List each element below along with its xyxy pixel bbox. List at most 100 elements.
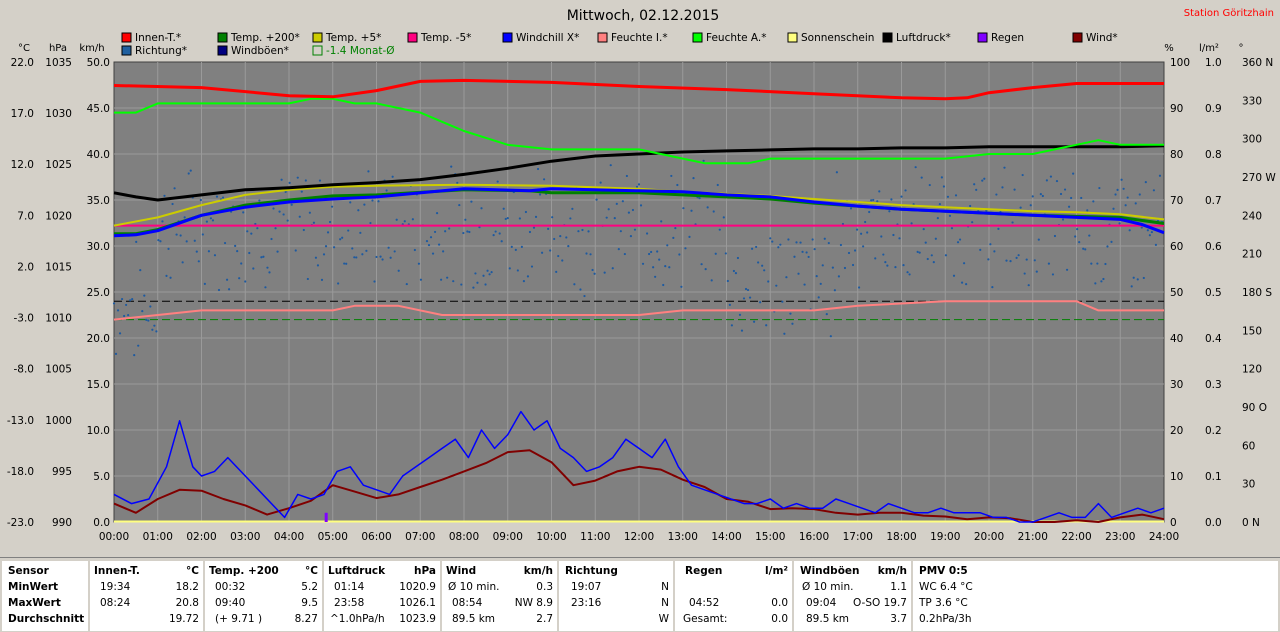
direction-point (284, 190, 287, 193)
direction-point (171, 202, 174, 206)
direction-point (857, 286, 861, 289)
direction-point (890, 198, 893, 201)
direction-point (437, 243, 441, 246)
direction-point (579, 288, 582, 291)
direction-point (411, 218, 414, 221)
direction-point (1112, 207, 1115, 210)
direction-point (793, 255, 796, 258)
direction-point (730, 324, 733, 327)
direction-point (989, 243, 992, 246)
direction-point (726, 279, 729, 283)
direction-point (938, 202, 941, 206)
direction-point (343, 262, 346, 265)
direction-point (680, 285, 683, 288)
pressure-tick-label: 990 (52, 517, 72, 529)
direction-point (1128, 229, 1131, 232)
direction-point (494, 230, 497, 233)
series-lines (113, 78, 1165, 523)
direction-point (607, 208, 610, 211)
direction-point (1088, 234, 1091, 237)
direction-point (476, 281, 479, 284)
direction-point (278, 210, 281, 213)
direction-point (821, 264, 824, 267)
direction-point (781, 300, 784, 303)
direction-point (962, 262, 966, 265)
direction-tick-label: 0 N (1242, 517, 1260, 529)
direction-point (300, 190, 303, 193)
direction-point (948, 214, 952, 217)
x-tick-label: 22:00 (1061, 531, 1091, 543)
direction-point (658, 258, 661, 261)
direction-point (761, 264, 764, 267)
wind-tick-label: 0.0 (93, 517, 110, 529)
direction-point (609, 164, 612, 167)
temp-tick-label: -18.0 (7, 466, 34, 478)
direction-point (1110, 240, 1113, 244)
wind-tick-label: 50.0 (87, 57, 110, 69)
direction-point (223, 241, 227, 245)
direction-point (328, 220, 332, 224)
stats-luftdruck: Luftdruck hPa 01:14 1020.9 23:58 1026.1 ^1.… (324, 561, 440, 631)
direction-point (553, 237, 556, 241)
direction-point (375, 255, 378, 259)
legend-entry: Temp. -5* (420, 32, 471, 44)
direction-point (1138, 193, 1141, 196)
direction-point (1148, 234, 1151, 237)
direction-point (902, 264, 905, 267)
x-tick-label: 18:00 (886, 531, 916, 543)
legend-swatch (1072, 32, 1083, 43)
direction-point (799, 241, 802, 244)
direction-point (839, 243, 843, 247)
direction-point (373, 280, 376, 283)
direction-point (864, 220, 867, 224)
direction-point (351, 247, 354, 250)
direction-point (827, 241, 830, 245)
direction-point (1015, 256, 1018, 259)
direction-point (403, 220, 406, 223)
humidity-tick-label: 90 (1170, 103, 1183, 115)
direction-point (274, 227, 277, 230)
wind-tick-label: 35.0 (87, 195, 110, 207)
x-tick-label: 16:00 (799, 531, 829, 543)
rain-tick-label: 0.3 (1205, 379, 1222, 391)
direction-point (1076, 228, 1079, 231)
direction-point (670, 174, 673, 178)
legend-swatch (312, 32, 323, 43)
direction-point (1084, 248, 1087, 251)
direction-point (488, 273, 491, 276)
direction-point (682, 207, 685, 210)
direction-point (1045, 179, 1048, 182)
wind-avg-val: 2.7 (536, 613, 553, 625)
direction-point (569, 217, 572, 220)
direction-point (704, 268, 707, 271)
direction-point (524, 210, 528, 214)
direction-point (1106, 245, 1109, 248)
chart-area: Mittwoch, 02.12.2015 Station Göritzhain … (6, 8, 1277, 543)
legend-entry: Temp. +200* (230, 32, 300, 44)
legend-swatch (217, 45, 228, 56)
direction-point (692, 177, 695, 180)
direction-point (187, 172, 190, 175)
direction-point (973, 183, 976, 186)
unit-temp: °C (18, 43, 30, 54)
direction-point (248, 251, 251, 255)
direction-point (894, 266, 897, 269)
direction-point (387, 246, 390, 249)
direction-point (971, 221, 974, 224)
direction-point (958, 238, 962, 241)
direction-point (155, 330, 158, 333)
direction-point (1126, 196, 1129, 199)
direction-point (750, 247, 754, 250)
direction-point (981, 179, 984, 182)
direction-point (621, 200, 624, 203)
stats-wind: Wind km/h Ø 10 min. 0.3 08:54 NW 8.9 89.5 k… (442, 561, 557, 631)
direction-point (920, 176, 923, 179)
direction-point (238, 277, 241, 280)
direction-point (656, 250, 659, 253)
legend-entry: Windchill X* (516, 32, 579, 44)
direction-point (654, 275, 657, 278)
direction-point (559, 235, 562, 238)
direction-point (825, 313, 828, 316)
direction-point (932, 261, 935, 264)
direction-point (635, 185, 639, 188)
